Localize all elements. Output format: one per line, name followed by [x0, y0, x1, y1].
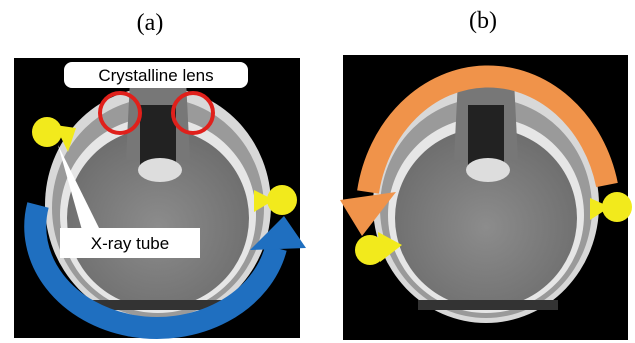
annotation: Crystalline lens — [98, 66, 213, 85]
figure: (a) Crystalline lens X-ray tube — [0, 0, 635, 343]
panel-label: (b) — [469, 8, 497, 34]
panel-label: (a) — [137, 10, 164, 36]
panel-a: (a) Crystalline lens X-ray tube — [14, 10, 306, 338]
annotation: X-ray tube — [91, 234, 169, 253]
panel-b: (b) — [340, 8, 632, 340]
